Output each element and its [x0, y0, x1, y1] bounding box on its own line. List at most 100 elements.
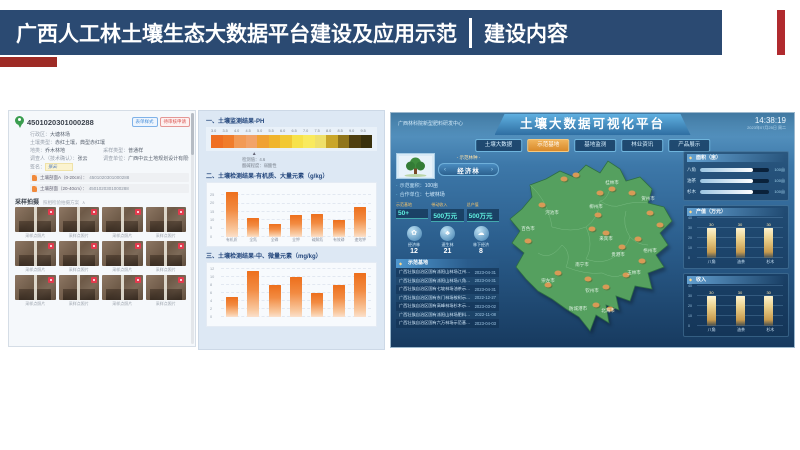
ph-value-label: 检测值：4.6: [242, 157, 266, 162]
form-style-button[interactable]: 表单样式: [131, 117, 158, 127]
ph-pointer-zone: ▲ 检测值：4.6 酸碱程度：弱酸性: [218, 152, 365, 169]
map-marker[interactable]: [544, 282, 552, 288]
map-marker[interactable]: [524, 238, 532, 244]
ph-tick-label: 4.0: [234, 129, 240, 133]
map-marker[interactable]: [656, 222, 664, 228]
stat-box: 示范基地 50+: [396, 202, 429, 222]
map-marker[interactable]: [554, 270, 562, 276]
prev-arrow-icon[interactable]: ‹: [444, 166, 446, 173]
attachment-row[interactable]: 土壤剖面A（0-20cm）： 4501020301000288: [30, 173, 189, 183]
sample-photo[interactable]: [102, 241, 143, 267]
map-marker[interactable]: [584, 276, 592, 282]
sample-photo[interactable]: [15, 207, 56, 233]
list-item-text: 广西壮族自治区国有派阳山林场肥料试验示…: [399, 311, 471, 317]
ruler-stripe: [120, 207, 124, 233]
area-row-value: 100亩: [774, 188, 785, 194]
list-item-date: 2023-04-31: [474, 286, 496, 292]
info-line: · 合作单位：七坡林场: [396, 191, 499, 200]
map-marker[interactable]: [572, 172, 580, 178]
next-arrow-icon[interactable]: ›: [491, 166, 493, 173]
list-body: 广西壮族自治区国有派阳山林场江州分场示…2023-04-31广西壮族自治区国有派…: [396, 268, 499, 328]
photo-flag-badge: [47, 276, 54, 283]
ph-degree-label: 酸碱程度：弱酸性: [242, 162, 277, 168]
sample-photo[interactable]: [58, 207, 99, 233]
map-marker[interactable]: [592, 302, 600, 308]
list-item-date: 2022-12-27: [474, 295, 496, 301]
list-item[interactable]: 广西壮族自治区国有派阳山林场八角示范基…2023-04-31: [396, 276, 499, 285]
map-marker[interactable]: [646, 210, 654, 216]
form-header: 4501020301000288 表单样式 待审核申请: [9, 111, 195, 128]
sample-photo[interactable]: [58, 241, 99, 267]
map-marker[interactable]: [602, 230, 610, 236]
map-marker[interactable]: [622, 272, 630, 278]
attachment-row[interactable]: 土壤剖面（20-40cm）： 4501020301000288: [30, 184, 189, 194]
sample-photo[interactable]: [58, 275, 99, 301]
sample-photo[interactable]: [145, 241, 186, 267]
map-marker[interactable]: [596, 190, 604, 196]
x-tick-label: 碱解氮: [311, 238, 324, 242]
map-city-label: 南宁市: [575, 262, 589, 267]
dashboard-tab[interactable]: 基地监测: [574, 139, 617, 152]
soil-type-value: 赤红土壤，典型赤红壤: [55, 140, 106, 146]
sample-photo[interactable]: [15, 275, 56, 301]
sample-photo[interactable]: [102, 207, 143, 233]
list-item[interactable]: 广西壮族自治区国有六万林场示范基地建设…2023-04-03: [396, 319, 499, 328]
x-tick-label: [307, 318, 328, 324]
map-marker[interactable]: [606, 306, 614, 312]
photo-flag-badge: [178, 242, 184, 249]
map-marker[interactable]: [638, 258, 646, 264]
map-marker[interactable]: [602, 284, 610, 290]
review-button[interactable]: 待审核申请: [159, 117, 190, 127]
dashboard-tab[interactable]: 林业资讯: [621, 139, 664, 152]
map-marker[interactable]: [628, 190, 636, 196]
y-tick-label: 20: [688, 235, 692, 240]
map-marker[interactable]: [560, 176, 568, 182]
list-item[interactable]: 广西壮族自治区国有七坡林场油茶示范基地…2023-04-31: [396, 285, 499, 294]
gridline: 30: [688, 294, 783, 298]
bar: [332, 285, 345, 317]
scrollbar-track[interactable]: [191, 113, 194, 344]
progress-track: [700, 178, 769, 183]
scrollbar-thumb[interactable]: [191, 113, 194, 155]
gridline: 15: [210, 210, 371, 214]
x-tick-label: 八角: [707, 327, 716, 332]
gridline: 12: [210, 267, 371, 271]
bar: [268, 223, 281, 237]
list-item[interactable]: 广西壮族自治区国有派阳山林场江州分场示…2023-04-31: [396, 268, 499, 277]
dashboard-tab[interactable]: 土壤大数据: [474, 139, 523, 152]
y-tick-label: 4: [210, 298, 213, 303]
sample-photo[interactable]: [102, 275, 143, 301]
icon-stat-value: 21: [443, 248, 452, 255]
map-marker[interactable]: [618, 244, 626, 250]
ruler-stripe: [120, 241, 124, 267]
collapse-icon[interactable]: ∧: [82, 200, 86, 206]
list-item[interactable]: 广西壮族自治区国有高峰林场杉木示范基地…2023-03-02: [396, 302, 499, 311]
stat-label: 总产值: [466, 202, 479, 207]
dashboard-tab[interactable]: 示范基地: [527, 139, 570, 152]
map-marker[interactable]: [588, 226, 596, 232]
y-tick-label: 6: [210, 290, 213, 295]
y-tick-label: 10: [688, 245, 692, 250]
icon-stat-label: 林下经济: [473, 242, 489, 247]
y-tick-label: 20: [210, 201, 215, 206]
attachment-value: 4501020301000288: [89, 175, 130, 181]
list-item[interactable]: 广西壮族自治区国有派阳山林场肥料试验示…2022-11-08: [396, 310, 499, 319]
photo-caption: 采样点照片: [68, 301, 89, 307]
list-item[interactable]: 广西壮族自治区国有东门林场桉树示范基地…2022-12-27: [396, 293, 499, 302]
ph-tick-label: 6.5: [291, 129, 297, 133]
map-marker[interactable]: [608, 186, 616, 192]
ph-section-title: 一、土壤监测结果-PH: [206, 119, 265, 125]
map-marker[interactable]: [594, 212, 602, 218]
map-marker[interactable]: [538, 202, 546, 208]
sample-photo[interactable]: [15, 241, 56, 267]
form-fields: 行政区：大塘林场 土壤类型：赤红土壤，典型赤红壤 地类：乔木林地 采样类型：普通…: [30, 131, 189, 171]
ph-scale-block: [349, 135, 361, 148]
bar: [735, 228, 745, 258]
chart-x-labels: [221, 318, 371, 324]
bar: [706, 228, 716, 258]
x-tick-label: [350, 318, 371, 324]
sample-photo[interactable]: [145, 207, 186, 233]
map-marker[interactable]: [634, 236, 642, 242]
x-tick-label: 全磷: [270, 238, 279, 242]
sample-photo[interactable]: [145, 275, 186, 301]
